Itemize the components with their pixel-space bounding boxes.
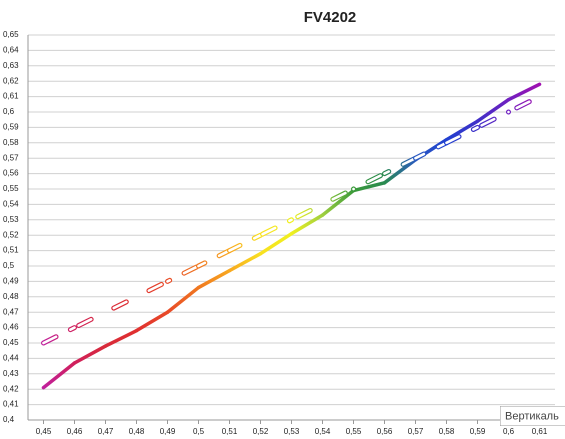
data-line bbox=[289, 213, 325, 236]
y-tick-label: 0,5 bbox=[3, 261, 15, 270]
reference-line-inner bbox=[476, 110, 510, 129]
data-line bbox=[506, 82, 542, 102]
x-tick-label: 0,59 bbox=[470, 427, 486, 436]
y-tick-label: 0,58 bbox=[3, 138, 19, 147]
data-line bbox=[227, 251, 263, 273]
data-line bbox=[72, 344, 108, 365]
reference-line-inner bbox=[321, 187, 355, 206]
x-tick-label: 0,54 bbox=[315, 427, 331, 436]
y-tick-label: 0,64 bbox=[3, 46, 19, 55]
x-tick-label: 0,49 bbox=[160, 427, 176, 436]
y-tick-label: 0,49 bbox=[3, 277, 19, 286]
reference-line-inner bbox=[507, 95, 541, 114]
x-tick-label: 0,5 bbox=[193, 427, 205, 436]
y-tick-label: 0,53 bbox=[3, 215, 19, 224]
y-tick-label: 0,47 bbox=[3, 307, 19, 316]
tooltip-box bbox=[500, 406, 565, 426]
y-tick-label: 0,62 bbox=[3, 76, 19, 85]
reference-line-inner bbox=[135, 280, 169, 299]
x-tick-label: 0,45 bbox=[36, 427, 52, 436]
reference-line-inner bbox=[290, 203, 324, 222]
reference-line-inner bbox=[228, 233, 262, 252]
data-line bbox=[41, 361, 77, 390]
reference-line-inner bbox=[104, 295, 138, 314]
y-tick-label: 0,42 bbox=[3, 384, 19, 393]
x-tick-label: 0,58 bbox=[439, 427, 455, 436]
y-tick-label: 0,59 bbox=[3, 123, 19, 132]
reference-line-inner bbox=[383, 156, 417, 175]
y-tick-label: 0,56 bbox=[3, 169, 19, 178]
x-tick-label: 0,6 bbox=[503, 427, 515, 436]
data-line bbox=[258, 231, 294, 256]
reference-line-inner bbox=[42, 326, 76, 345]
reference-line-inner bbox=[166, 264, 200, 283]
x-tick-label: 0,48 bbox=[129, 427, 145, 436]
y-tick-label: 0,6 bbox=[3, 107, 15, 116]
data-line bbox=[382, 157, 418, 185]
reference-line-inner bbox=[73, 310, 107, 329]
data-line bbox=[475, 97, 511, 123]
y-tick-label: 0,4 bbox=[3, 415, 15, 424]
plot-area: 0,4 0,41 0,42 0,43 0,44 0,45 0,46 0,47 0,48 0,49 0… bbox=[3, 30, 555, 436]
x-tick-label: 0,57 bbox=[408, 427, 424, 436]
data-line bbox=[444, 119, 480, 142]
y-tick-label: 0,46 bbox=[3, 323, 19, 332]
data-line bbox=[134, 310, 170, 333]
x-tick-label: 0,56 bbox=[377, 427, 393, 436]
y-tick-label: 0,48 bbox=[3, 292, 19, 301]
reference-line-inner bbox=[197, 249, 231, 268]
data-line bbox=[351, 181, 387, 193]
tooltip: Вертикаль bbox=[500, 406, 565, 426]
y-tick-label: 0,44 bbox=[3, 354, 19, 363]
y-tick-label: 0,43 bbox=[3, 369, 19, 378]
x-tick-label: 0,46 bbox=[67, 427, 83, 436]
chart-title: FV4202 bbox=[304, 9, 357, 26]
x-tick-label: 0,53 bbox=[284, 427, 300, 436]
reference-line-inner bbox=[352, 172, 386, 191]
data-line bbox=[165, 285, 201, 314]
data-line bbox=[103, 328, 139, 348]
data-line bbox=[196, 268, 232, 290]
y-tick-label: 0,54 bbox=[3, 200, 19, 209]
y-tick-label: 0,57 bbox=[3, 153, 19, 162]
reference-line-inner bbox=[445, 126, 479, 145]
tooltip-text: Вертикаль bbox=[505, 410, 559, 422]
reference-line-inner bbox=[259, 218, 293, 237]
y-tick-label: 0,45 bbox=[3, 338, 19, 347]
x-tick-label: 0,51 bbox=[222, 427, 238, 436]
data-line bbox=[320, 188, 356, 217]
x-tick-label: 0,55 bbox=[346, 427, 362, 436]
x-tick-label: 0,52 bbox=[253, 427, 269, 436]
reference-line-inner bbox=[414, 141, 448, 160]
y-tick-label: 0,63 bbox=[3, 61, 19, 70]
y-tick-label: 0,61 bbox=[3, 92, 19, 101]
y-tick-label: 0,51 bbox=[3, 246, 19, 255]
y-tick-label: 0,41 bbox=[3, 400, 19, 409]
y-tick-label: 0,65 bbox=[3, 30, 19, 39]
y-tick-label: 0,52 bbox=[3, 230, 19, 239]
y-tick-label: 0,55 bbox=[3, 184, 19, 193]
x-tick-label: 0,47 bbox=[98, 427, 114, 436]
x-tick-label: 0,61 bbox=[532, 427, 548, 436]
